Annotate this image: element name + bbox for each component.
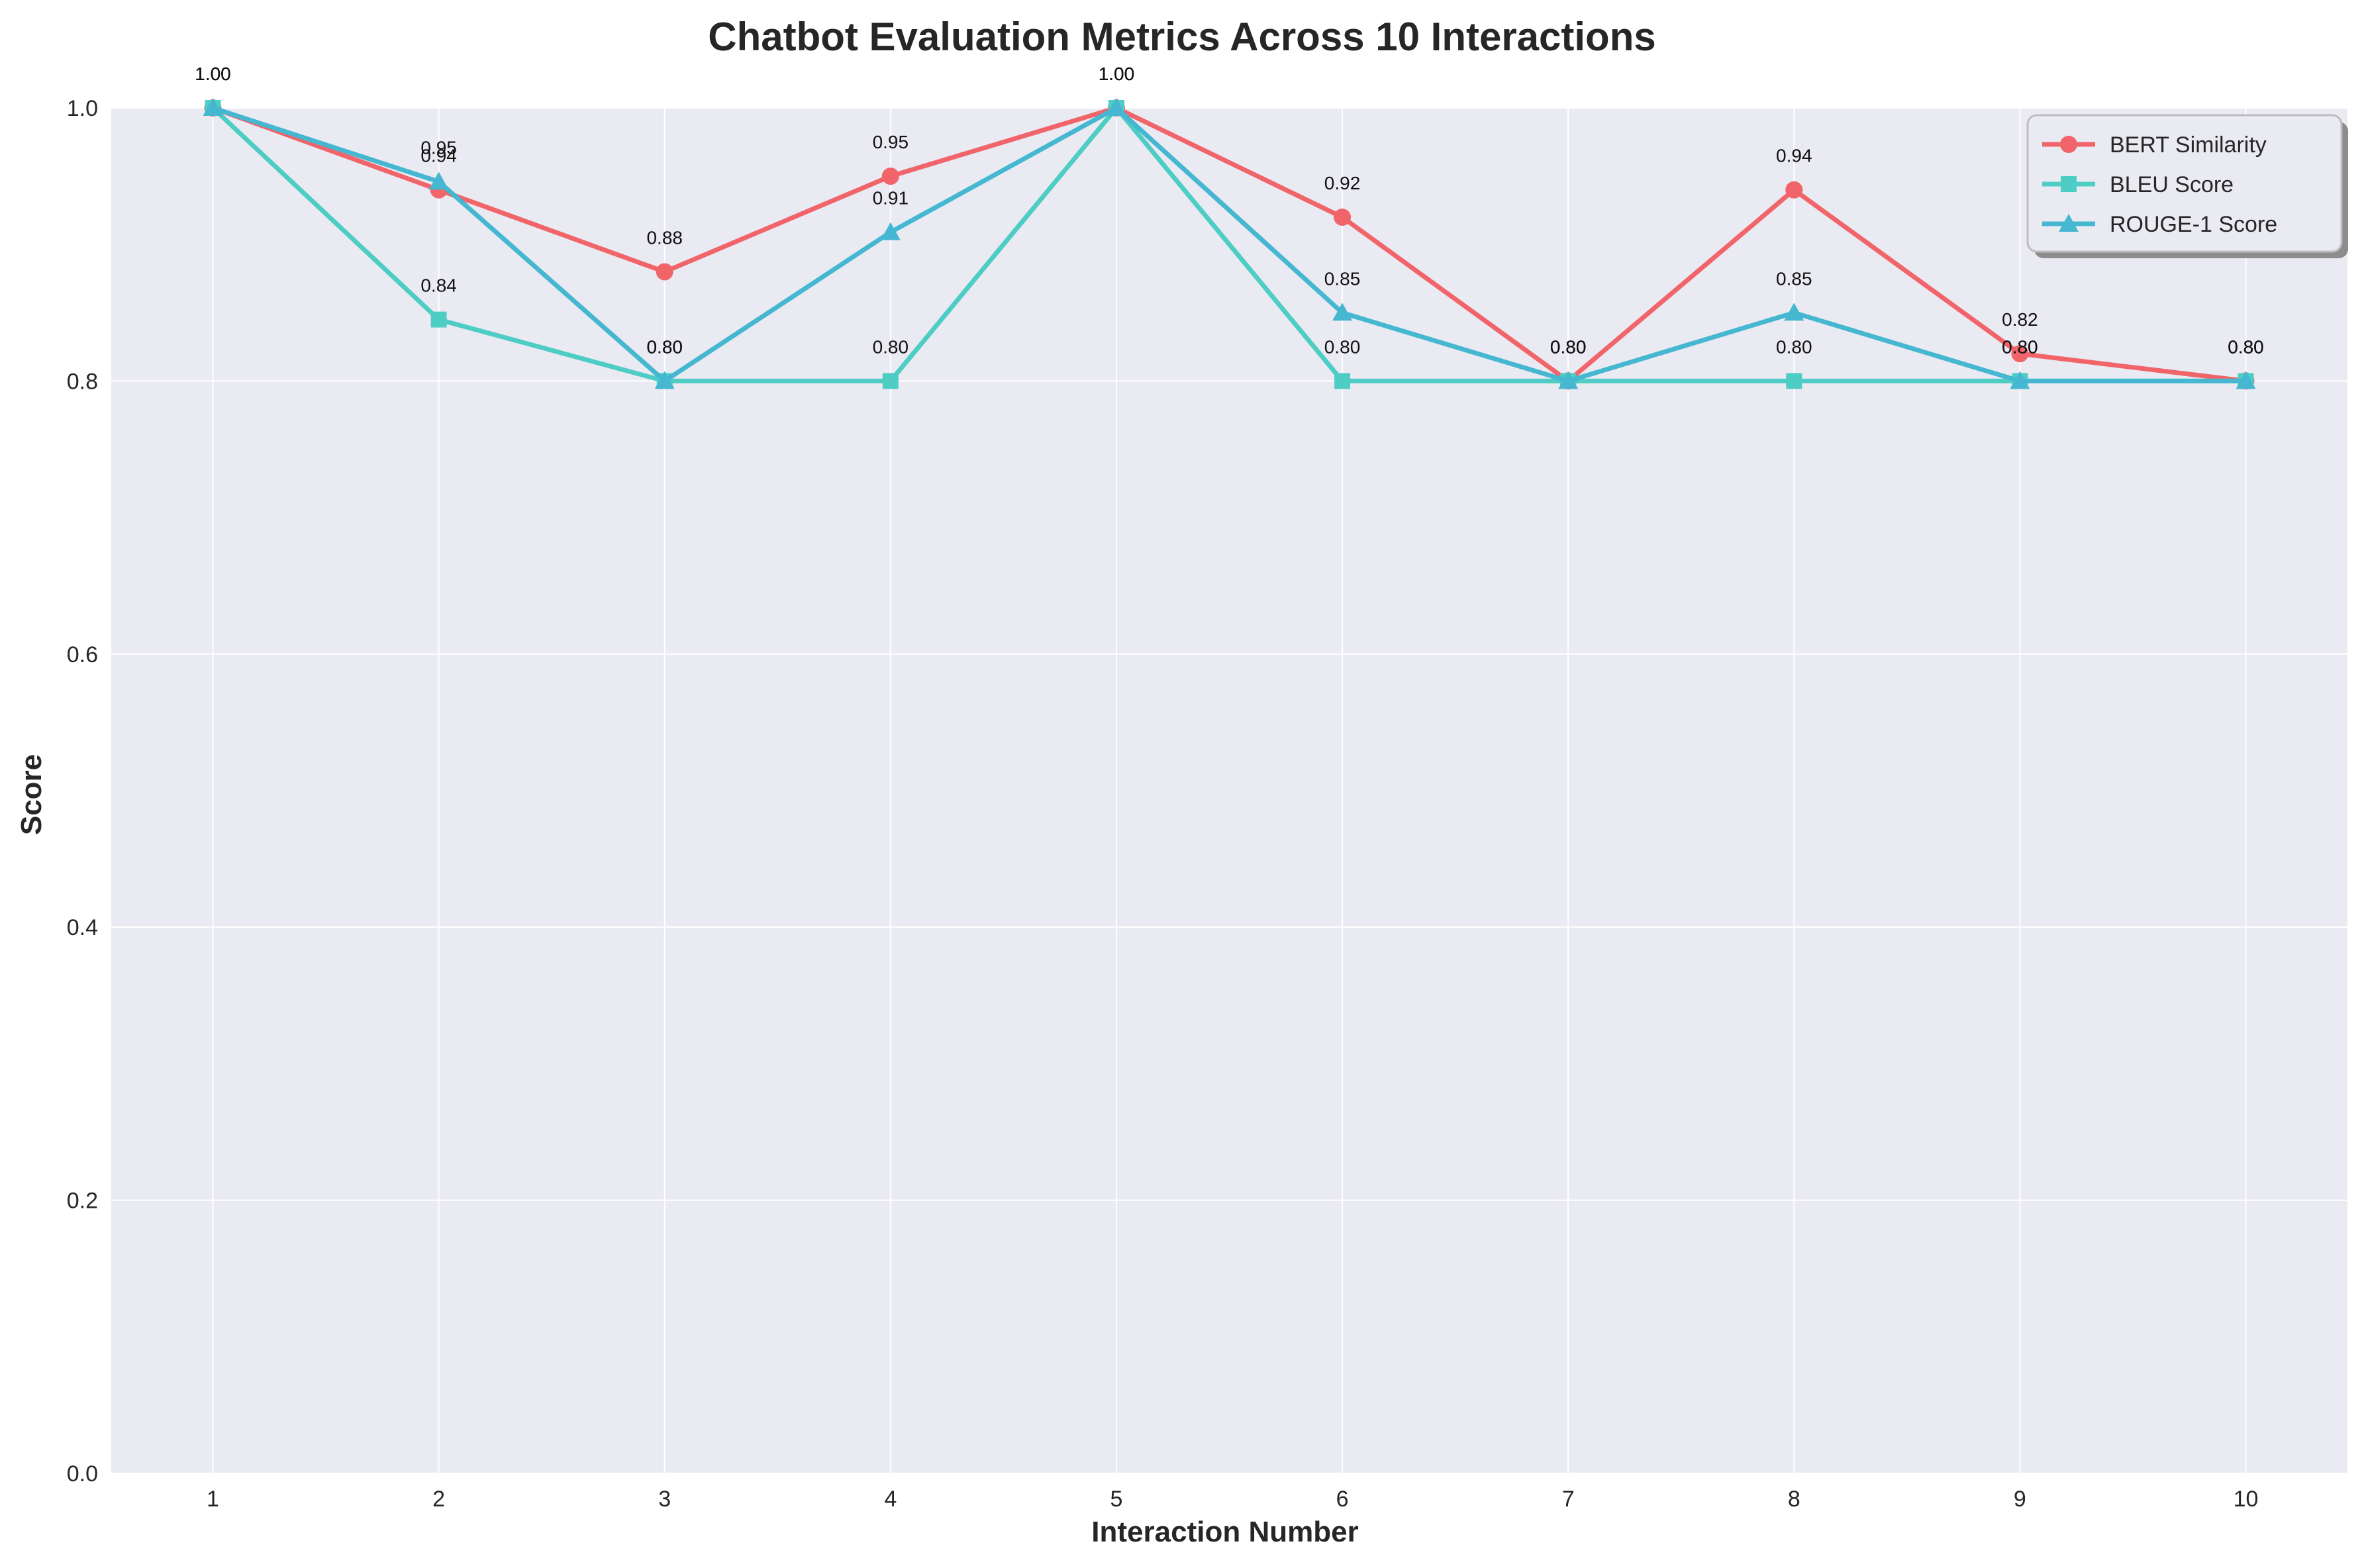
y-tick-label: 0.8	[67, 369, 98, 394]
legend-marker	[2061, 176, 2077, 192]
legend-item-rouge-1-score: ROUGE-1 Score	[2042, 212, 2277, 237]
legend-label: BLEU Score	[2110, 172, 2234, 197]
y-tick-label: 0.6	[67, 642, 98, 667]
data-point-rouge-1-score	[2236, 371, 2256, 389]
data-label-bleu-score: 0.80	[2228, 336, 2264, 357]
series-line-bleu-score	[211, 105, 2246, 383]
y-tick-label: 0.4	[67, 915, 98, 940]
legend-entries: BERT Similarity BLEU Score ROUGE-1 Score	[2042, 132, 2277, 237]
series-rouge-1-score	[203, 98, 2256, 389]
data-labels: 1.00 0.94 0.88 0.95 1.00 0.92 0.80 0.94 0.82 0.80…	[195, 64, 2264, 357]
data-point-rouge-1-score	[880, 222, 901, 240]
series-line-bert-similarity	[212, 105, 2246, 383]
grid-lines	[111, 107, 2347, 1474]
data-point-bert-similarity	[1785, 181, 1803, 199]
data-label-bleu-score: 0.80	[873, 336, 909, 357]
data-point-rouge-1-score	[2010, 371, 2030, 389]
y-tick-labels: 0.0 0.2 0.4 0.6 0.8 1.0	[67, 96, 98, 1487]
data-label-rouge-1-score: 0.85	[1776, 268, 1812, 289]
data-label-bert-similarity: 0.94	[420, 146, 457, 166]
x-tick-label: 7	[1562, 1487, 1575, 1512]
x-axis-label: Interaction Number	[1091, 1516, 1358, 1548]
data-point-bert-similarity	[1334, 208, 1352, 226]
data-label-bleu-score: 0.80	[2002, 336, 2038, 357]
x-tick-label: 6	[1336, 1487, 1349, 1512]
data-point-rouge-1-score	[1558, 371, 1579, 389]
data-point-rouge-1-score	[203, 98, 223, 116]
x-tick-label: 8	[1788, 1487, 1800, 1512]
data-point-rouge-1-score	[1106, 98, 1126, 116]
legend: BERT Similarity BLEU Score ROUGE-1 Score	[2026, 114, 2348, 258]
legend-item-bert-similarity: BERT Similarity	[2042, 132, 2267, 158]
legend-item-bleu-score: BLEU Score	[2042, 172, 2234, 197]
data-label-bleu-score: 1.00	[1099, 64, 1135, 84]
data-point-rouge-1-score	[428, 172, 449, 190]
data-label-rouge-1-score: 0.80	[2002, 336, 2038, 357]
data-point-rouge-1-score	[1784, 303, 1804, 321]
legend-box	[2026, 114, 2343, 253]
data-label-bert-similarity: 0.88	[646, 227, 683, 248]
data-label-rouge-1-score: 0.80	[2228, 336, 2264, 357]
legend-label: ROUGE-1 Score	[2110, 212, 2277, 237]
data-label-bleu-score: 0.80	[1324, 336, 1361, 357]
data-label-rouge-1-score: 1.00	[195, 64, 231, 84]
y-tick-label: 0.2	[67, 1189, 98, 1214]
data-label-rouge-1-score: 0.95	[420, 137, 457, 158]
y-tick-label: 0.0	[67, 1461, 98, 1487]
data-label-bleu-score: 0.84	[420, 275, 457, 296]
data-label-bert-similarity: 1.00	[195, 64, 231, 84]
data-label-bert-similarity: 0.92	[1324, 173, 1361, 193]
series-line-rouge-1-score	[212, 105, 2246, 383]
data-label-bleu-score: 0.80	[1776, 336, 1812, 357]
data-point-bleu-score	[430, 311, 447, 328]
data-point-bleu-score	[1334, 373, 1351, 389]
data-label-bert-similarity: 0.95	[873, 132, 909, 152]
data-label-bleu-score: 0.80	[1550, 336, 1587, 357]
x-tick-label: 10	[2234, 1487, 2259, 1512]
x-tick-label: 3	[658, 1487, 671, 1512]
x-tick-label: 1	[207, 1487, 219, 1512]
data-point-rouge-1-score	[1332, 303, 1353, 321]
legend-marker	[2060, 136, 2077, 153]
data-point-bleu-score	[882, 373, 899, 389]
data-point-bert-similarity	[881, 168, 899, 185]
data-point-bert-similarity	[2011, 345, 2029, 363]
x-tick-labels: 1 2 3 4 5 6 7 8 9 10	[207, 1487, 2258, 1512]
data-label-bert-similarity: 0.80	[2228, 336, 2264, 357]
x-tick-label: 2	[432, 1487, 445, 1512]
data-label-bleu-score: 0.80	[646, 336, 683, 357]
data-label-rouge-1-score: 0.80	[1550, 336, 1587, 357]
chart-title: Chatbot Evaluation Metrics Across 10 Int…	[708, 15, 1655, 59]
x-tick-label: 4	[884, 1487, 897, 1512]
data-label-bleu-score: 1.00	[195, 64, 231, 84]
data-label-rouge-1-score: 0.80	[646, 336, 683, 357]
data-label-bert-similarity: 0.82	[2002, 309, 2038, 330]
series-layer	[203, 98, 2256, 390]
data-label-rouge-1-score: 1.00	[1099, 64, 1135, 84]
legend-marker	[2059, 214, 2079, 232]
data-point-rouge-1-score	[654, 371, 675, 389]
data-label-bert-similarity: 0.80	[1550, 336, 1587, 357]
x-tick-label: 5	[1110, 1487, 1122, 1512]
data-point-bert-similarity	[656, 263, 673, 281]
x-tick-label: 9	[2014, 1487, 2026, 1512]
data-point-bleu-score	[1786, 373, 1802, 389]
legend-label: BERT Similarity	[2110, 132, 2267, 158]
data-label-rouge-1-score: 0.85	[1324, 268, 1361, 289]
data-label-bert-similarity: 0.94	[1776, 146, 1812, 166]
y-axis-label: Score	[15, 754, 48, 835]
plot-area	[111, 108, 2347, 1473]
data-label-bert-similarity: 1.00	[1099, 64, 1135, 84]
data-label-rouge-1-score: 0.91	[873, 188, 909, 209]
y-tick-label: 1.0	[67, 96, 98, 121]
